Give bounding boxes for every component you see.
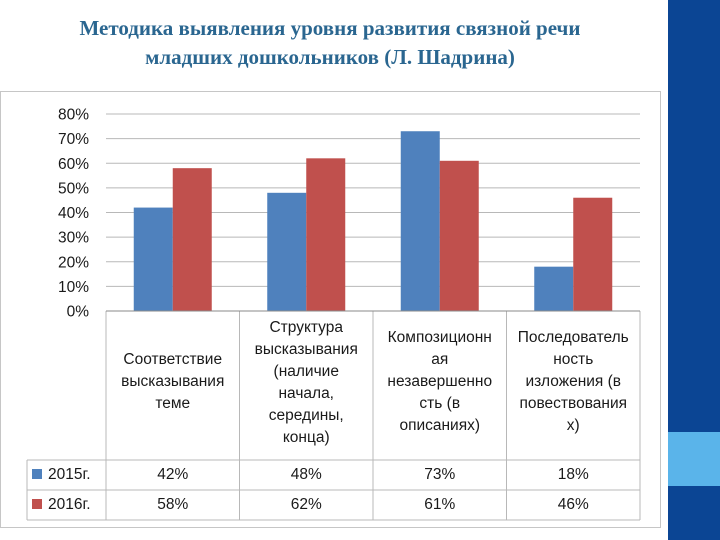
y-tick-label: 80% [58, 107, 89, 124]
bar-2016-1 [172, 168, 212, 311]
data-label: 61% [424, 496, 456, 513]
bar-2016-4 [573, 197, 613, 311]
slide-title-line-2: младших дошкольников (Л. Шадрина) [145, 45, 515, 69]
y-tick-label: 70% [58, 131, 89, 148]
data-label: 46% [557, 496, 589, 513]
legend-label: 2015г. [48, 466, 91, 483]
legend-2015: 2015г. [28, 460, 91, 490]
y-tick-label: 0% [67, 304, 90, 321]
slide-title: Методика выявления уровня развития связн… [0, 14, 660, 72]
data-label: 62% [290, 496, 322, 513]
bar-2015-1 [133, 207, 173, 311]
y-tick-label: 40% [58, 205, 89, 222]
slide-title-line-1: Методика выявления уровня развития связн… [79, 16, 581, 40]
data-label: 18% [557, 466, 589, 483]
data-label: 48% [290, 466, 322, 483]
legend-2016: 2016г. [28, 490, 91, 520]
legend-label: 2016г. [48, 496, 91, 513]
category-label-2: Структура высказывания (наличие начала, … [254, 319, 358, 446]
y-tick-label: 20% [58, 254, 89, 271]
category-label-4: Последователь ность изложения (в повеств… [517, 329, 629, 434]
bar-2015-2 [267, 192, 307, 311]
y-tick-label: 50% [58, 180, 89, 197]
data-label: 73% [424, 466, 456, 483]
legend-key [32, 498, 42, 509]
bar-2016-2 [306, 158, 346, 311]
bar-2015-3 [400, 131, 440, 311]
category-label-3: Композиционн ая незавершенно сть (в опис… [387, 329, 493, 434]
bar-2016-3 [439, 160, 479, 311]
chart-plot: 0% 10% 20% 30% 40% 50% 60% 70% 80% [26, 107, 641, 521]
category-label-1: Соответствие высказывания теме [121, 351, 225, 412]
legend-key [32, 468, 42, 479]
slide-side-bar-accent [668, 432, 720, 486]
y-tick-label: 30% [58, 230, 89, 247]
y-tick-label: 60% [58, 156, 89, 173]
data-label: 42% [157, 466, 189, 483]
data-label: 58% [157, 496, 189, 513]
bar-2015-4 [534, 266, 574, 311]
y-tick-label: 10% [58, 279, 89, 296]
